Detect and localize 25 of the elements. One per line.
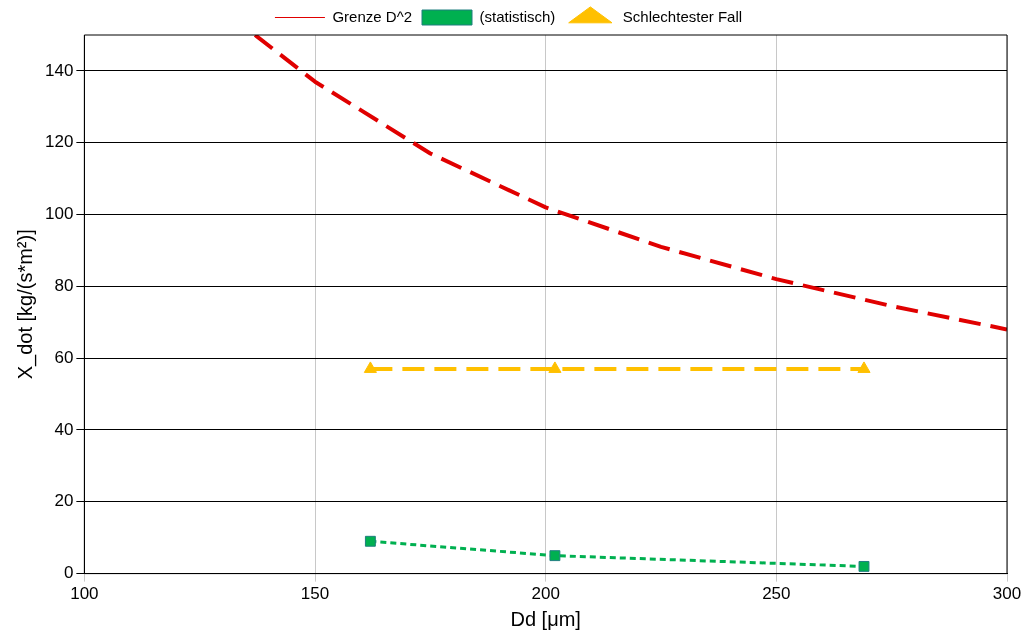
point (548, 361, 562, 373)
point (549, 550, 561, 562)
legend-label: (statistisch) (479, 7, 556, 25)
point (857, 361, 871, 373)
legend-label: Schlechtester Fall (622, 7, 743, 25)
y-tick-label: 140 (44, 60, 74, 80)
y-tick-label: 100 (44, 204, 74, 224)
point (363, 361, 377, 373)
x-tick-label: 150 (300, 584, 330, 604)
x-tick-label: 100 (70, 584, 99, 604)
point (364, 535, 376, 547)
y-tick-label: 20 (54, 491, 74, 511)
y-tick-label: 120 (44, 132, 74, 152)
x-axis-title: Dd [μm] (510, 607, 581, 630)
legend-label: Grenze D^2 (332, 7, 413, 25)
line-series (253, 35, 1007, 332)
y-tick-label: 80 (54, 276, 74, 296)
y-tick-label: 60 (54, 347, 74, 367)
x-tick-label: 200 (531, 584, 560, 604)
x-tick-label: 250 (762, 584, 791, 604)
point (858, 560, 870, 572)
y-tick-label: 0 (63, 563, 74, 583)
y-axis-title: X_dot [kg/(s*m²)] (13, 229, 37, 380)
y-tick-label: 40 (54, 419, 74, 439)
x-tick-label: 300 (992, 584, 1022, 604)
